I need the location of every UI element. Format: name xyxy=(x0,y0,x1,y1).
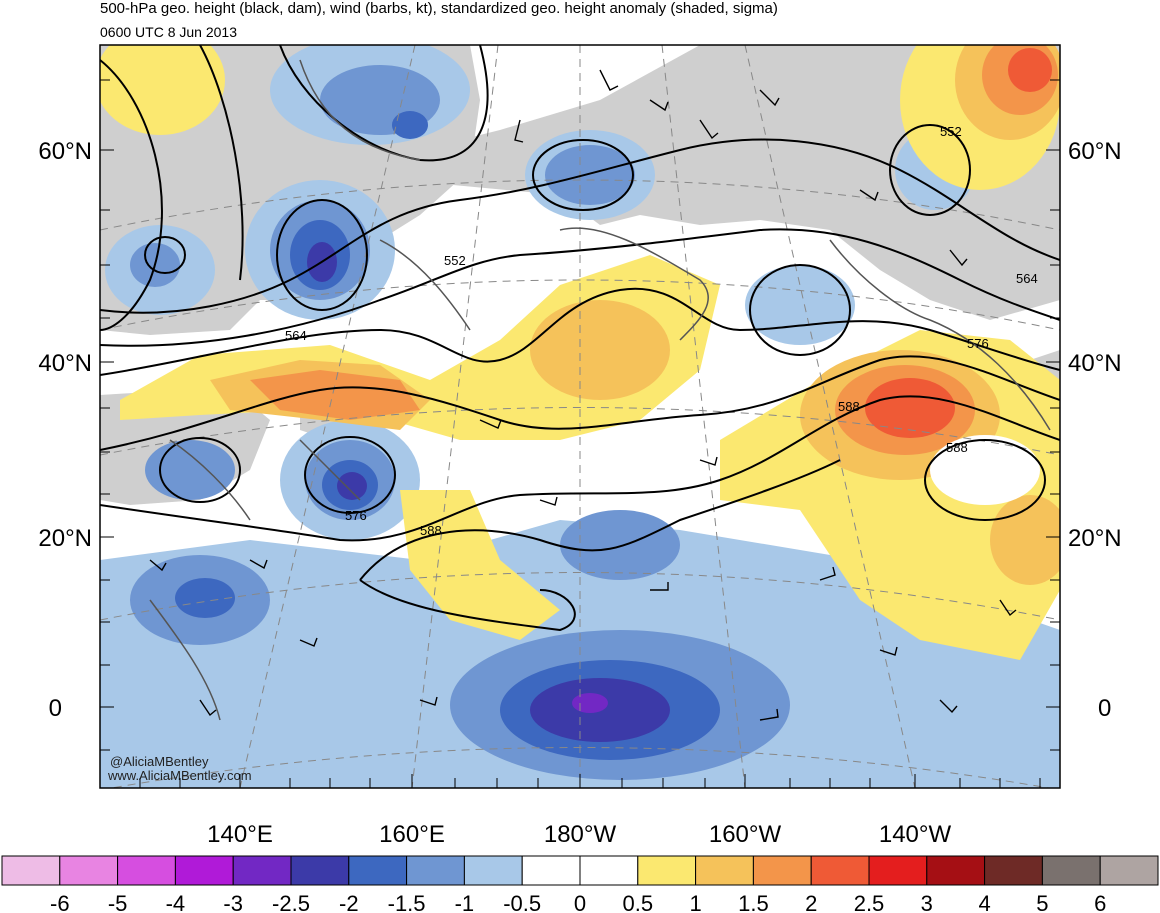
map-panel: 552 552 564 564 576 576 588 588 588 @Ali… xyxy=(100,45,1060,788)
lat-label: 60°N xyxy=(38,138,92,165)
credit-handle: @AliciaMBentley xyxy=(110,754,209,769)
colorbar-box xyxy=(637,855,697,886)
colorbar-tick-label: 5 xyxy=(1036,891,1048,913)
colorbar-box xyxy=(232,855,292,886)
colorbar-box xyxy=(406,855,465,886)
colorbar-tick-label: -1 xyxy=(455,891,475,913)
lat-label: 40°N xyxy=(38,350,92,377)
colorbar-box xyxy=(579,855,639,886)
lat-labels-right: 60°N 40°N 20°N 0 xyxy=(1068,138,1122,722)
contour-labels: 552 552 564 564 576 576 588 588 588 xyxy=(285,124,1038,538)
lon-label: 160°E xyxy=(379,821,445,848)
colorbar-tick-label: 3 xyxy=(921,891,933,913)
colorbar-box xyxy=(463,855,523,886)
lat-label: 20°N xyxy=(38,525,92,552)
colorbar-tick-label: -6 xyxy=(50,891,70,913)
lon-labels: 140°E 160°E 180°W 160°W 140°W xyxy=(207,821,951,848)
tick-marks xyxy=(100,79,1060,788)
lon-label: 160°W xyxy=(709,821,782,848)
lat-label: 0 xyxy=(49,695,62,722)
colorbar-tick-label: -0.5 xyxy=(503,891,541,913)
colorbar-tick-label: 6 xyxy=(1094,891,1106,913)
colorbar-box xyxy=(521,855,581,886)
colorbar-box xyxy=(59,855,119,886)
colorbar-tick-label: 0.5 xyxy=(623,891,654,913)
contour-label: 552 xyxy=(444,253,466,268)
contour-label: 564 xyxy=(285,328,307,343)
lat-label: 0 xyxy=(1098,695,1111,722)
colorbar-box xyxy=(810,855,870,886)
credit-url: www.AliciaMBentley.com xyxy=(107,768,252,783)
colorbar-box xyxy=(868,855,928,886)
contour-label: 552 xyxy=(940,124,962,139)
valid-time: 0600 UTC 8 Jun 2013 xyxy=(100,24,237,40)
lon-label: 140°W xyxy=(879,821,952,848)
lat-label: 20°N xyxy=(1068,525,1122,552)
colorbar-box xyxy=(174,855,234,886)
colorbar-box xyxy=(1,855,61,886)
colorbar-tick-label: 0 xyxy=(574,891,586,913)
contour-label: 588 xyxy=(420,523,442,538)
colorbar-labels: -6 -5 -4 -3 -2.5 -2 -1.5 -1 -0.5 0 0.5 1 1.5 2 2.5 3 4 5 6 xyxy=(50,891,1106,913)
colorbar-tick-label: -4 xyxy=(166,891,186,913)
colorbar-tick-label: 1.5 xyxy=(738,891,769,913)
colorbar-tick-label: -1.5 xyxy=(388,891,426,913)
colorbar-tick-label: 2 xyxy=(805,891,817,913)
colorbar-tick-label: 2.5 xyxy=(854,891,885,913)
colorbar-tick-label: 1 xyxy=(689,891,701,913)
credit: @AliciaMBentley www.AliciaMBentley.com xyxy=(107,754,252,783)
figure-title: 500-hPa geo. height (black, dam), wind (… xyxy=(100,0,778,17)
lat-label: 60°N xyxy=(1068,138,1122,165)
anomaly-shading xyxy=(100,45,1060,788)
colorbar-box xyxy=(348,855,408,886)
lon-label: 180°W xyxy=(544,821,617,848)
colorbar-tick-label: 4 xyxy=(978,891,990,913)
contour-label: 576 xyxy=(345,508,367,523)
contour-label: 576 xyxy=(967,336,989,351)
lat-label: 40°N xyxy=(1068,350,1122,377)
contour-label: 588 xyxy=(946,440,968,455)
colorbar-box xyxy=(752,855,812,886)
colorbar-tick-label: -2.5 xyxy=(272,891,310,913)
colorbar-tick-label: -2 xyxy=(339,891,359,913)
colorbar-box xyxy=(290,855,350,886)
colorbar-tick-label: -3 xyxy=(223,891,243,913)
lon-label: 140°E xyxy=(207,821,273,848)
colorbar xyxy=(1,855,1159,886)
colorbar-box xyxy=(926,855,986,886)
colorbar-box xyxy=(1041,855,1101,886)
contour-label: 588 xyxy=(838,399,860,414)
graticule xyxy=(100,45,1060,788)
colorbar-box xyxy=(1099,855,1159,886)
colorbar-tick-label: -5 xyxy=(108,891,128,913)
lat-labels-left: 60°N 40°N 20°N 0 xyxy=(38,138,92,722)
colorbar-box xyxy=(984,855,1043,886)
colorbar-box xyxy=(695,855,754,886)
contour-label: 564 xyxy=(1016,271,1038,286)
colorbar-box xyxy=(117,855,176,886)
wind-barbs xyxy=(149,69,1017,721)
coastlines xyxy=(149,59,1051,721)
